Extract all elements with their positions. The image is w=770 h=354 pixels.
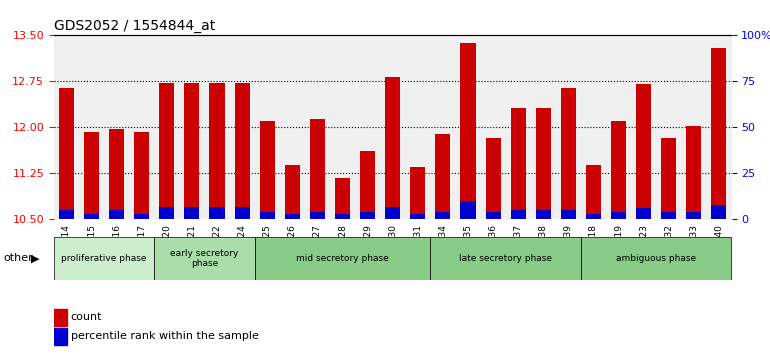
Bar [54, 328, 68, 345]
Bar [159, 207, 174, 219]
Bar [711, 205, 726, 219]
Bar [59, 210, 74, 219]
FancyBboxPatch shape [154, 237, 255, 280]
Bar [661, 138, 676, 219]
Text: late secretory phase: late secretory phase [459, 254, 552, 263]
Bar [209, 83, 225, 219]
Bar [360, 151, 375, 219]
Bar [310, 212, 325, 219]
Bar [460, 43, 476, 219]
Text: ▶: ▶ [31, 253, 39, 263]
Bar [335, 214, 350, 219]
Bar [134, 132, 149, 219]
Text: count: count [71, 312, 102, 322]
Bar [636, 85, 651, 219]
Text: ambiguous phase: ambiguous phase [616, 254, 696, 263]
Bar [259, 121, 275, 219]
Bar [159, 83, 174, 219]
Bar [209, 207, 225, 219]
Bar [611, 121, 626, 219]
Text: percentile rank within the sample: percentile rank within the sample [71, 331, 259, 341]
Bar [109, 129, 124, 219]
Text: mid secretory phase: mid secretory phase [296, 254, 389, 263]
Bar [84, 132, 99, 219]
Bar [360, 212, 375, 219]
Bar [285, 214, 300, 219]
Bar [686, 126, 701, 219]
Bar [636, 209, 651, 219]
Bar [486, 212, 500, 219]
Bar [259, 212, 275, 219]
Bar [184, 83, 199, 219]
Bar [109, 210, 124, 219]
FancyBboxPatch shape [255, 237, 430, 280]
FancyBboxPatch shape [54, 237, 154, 280]
Bar [561, 87, 576, 219]
Bar [84, 214, 99, 219]
Text: GDS2052 / 1554844_at: GDS2052 / 1554844_at [54, 19, 215, 33]
Bar [536, 210, 551, 219]
Bar [686, 212, 701, 219]
Bar [711, 48, 726, 219]
Bar [586, 165, 601, 219]
Bar [335, 178, 350, 219]
Bar [486, 138, 500, 219]
Bar [310, 119, 325, 219]
FancyBboxPatch shape [430, 237, 581, 280]
Text: early secretory
phase: early secretory phase [170, 249, 239, 268]
Bar [611, 212, 626, 219]
Bar [460, 201, 476, 219]
FancyBboxPatch shape [581, 237, 732, 280]
Bar [561, 210, 576, 219]
Bar [235, 207, 249, 219]
Bar [511, 210, 526, 219]
Bar [435, 212, 450, 219]
Bar [536, 108, 551, 219]
Bar [134, 214, 149, 219]
Bar [661, 212, 676, 219]
Bar [385, 207, 400, 219]
Bar [586, 214, 601, 219]
Bar [54, 309, 68, 326]
Text: proliferative phase: proliferative phase [62, 254, 147, 263]
Bar [410, 167, 425, 219]
Bar [385, 77, 400, 219]
Bar [184, 207, 199, 219]
Bar [235, 83, 249, 219]
Bar [59, 87, 74, 219]
Bar [435, 133, 450, 219]
Bar [285, 165, 300, 219]
Text: other: other [4, 253, 34, 263]
Bar [511, 108, 526, 219]
Bar [410, 214, 425, 219]
